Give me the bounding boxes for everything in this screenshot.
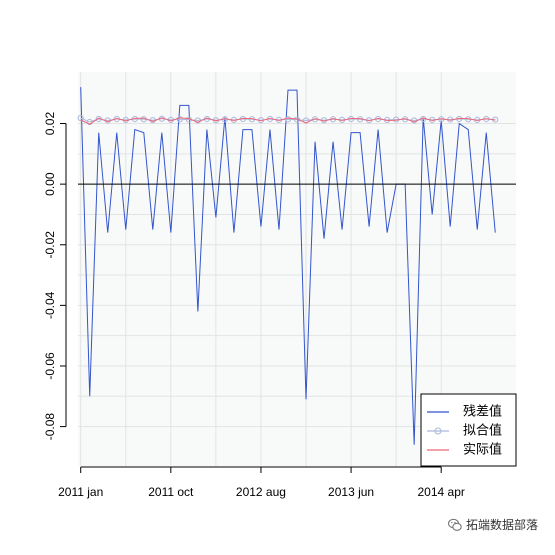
- series-line-0: [80, 87, 496, 445]
- y-tick-label: 0.00: [43, 172, 57, 196]
- legend-label: 实际值: [463, 442, 502, 458]
- legend-label: 残差值: [463, 404, 502, 420]
- watermark-text: 拓端数据部落: [466, 518, 539, 532]
- x-tick-label: 2011 jan: [58, 485, 103, 499]
- y-tick-label: -0.02: [43, 231, 57, 259]
- wechat-icon: [448, 518, 462, 531]
- y-tick-label: -0.08: [43, 413, 57, 441]
- y-tick-label: -0.06: [43, 352, 57, 380]
- series-line-2: [80, 117, 496, 125]
- y-tick-label: -0.04: [43, 291, 57, 319]
- series-point: [77, 114, 84, 122]
- x-tick-label: 2014 apr: [418, 485, 465, 499]
- legend-box: [420, 393, 517, 467]
- series-layer: [77, 87, 499, 445]
- legend-marker: [434, 427, 442, 435]
- series-point: [194, 117, 201, 124]
- x-tick-label: 2013 jun: [328, 485, 374, 499]
- axes: 0.02 0.00 -0.02 -0.04 -0.06 -0.08 2011 jan 2011…: [43, 112, 465, 499]
- series-point: [176, 116, 183, 123]
- x-tick-label: 2011 oct: [148, 485, 194, 499]
- x-tick-label: 2012 aug: [236, 485, 286, 499]
- legend-label: 拟合值: [463, 423, 502, 439]
- watermark: 拓端数据部落: [448, 516, 539, 533]
- y-tick-label: 0.02: [43, 112, 57, 136]
